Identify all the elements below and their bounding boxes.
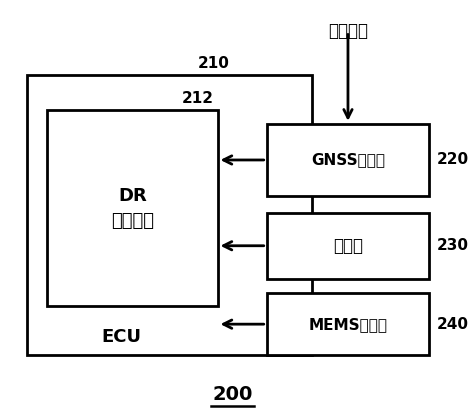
FancyBboxPatch shape xyxy=(266,293,429,355)
Text: 230: 230 xyxy=(437,238,469,253)
Text: 212: 212 xyxy=(182,91,214,106)
Text: 里程计: 里程计 xyxy=(333,237,363,255)
FancyBboxPatch shape xyxy=(266,124,429,196)
Text: GNSS接收机: GNSS接收机 xyxy=(311,153,385,168)
Text: 240: 240 xyxy=(437,317,469,332)
Text: 卫星信号: 卫星信号 xyxy=(328,22,368,40)
FancyBboxPatch shape xyxy=(27,75,312,355)
Text: MEMS陀螺仪: MEMS陀螺仪 xyxy=(309,317,387,332)
Text: 210: 210 xyxy=(198,56,230,71)
Text: ECU: ECU xyxy=(101,329,141,347)
Text: DR
推算模块: DR 推算模块 xyxy=(111,186,154,229)
Text: 220: 220 xyxy=(437,153,469,168)
Text: 200: 200 xyxy=(212,385,253,404)
FancyBboxPatch shape xyxy=(266,213,429,279)
FancyBboxPatch shape xyxy=(47,110,218,306)
